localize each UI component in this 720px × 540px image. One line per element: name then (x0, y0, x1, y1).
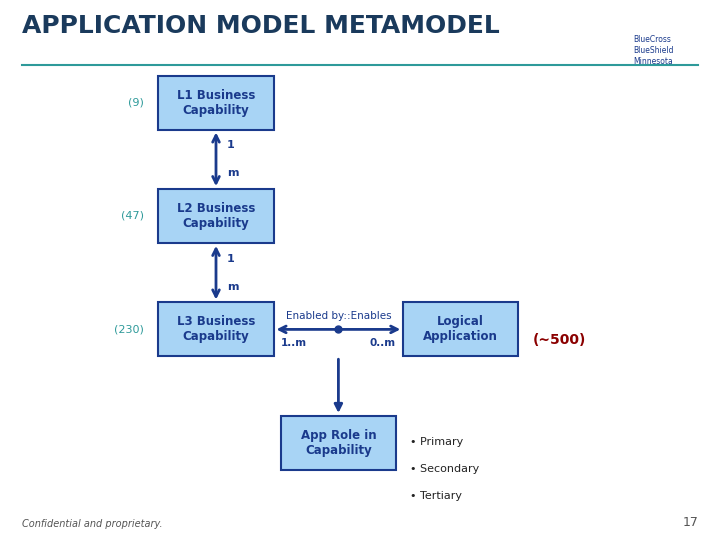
Text: m: m (227, 168, 238, 178)
Text: m: m (227, 281, 238, 292)
Text: (230): (230) (114, 325, 144, 334)
FancyBboxPatch shape (281, 416, 396, 470)
FancyBboxPatch shape (158, 76, 274, 130)
Text: • Primary: • Primary (410, 437, 464, 448)
Text: 1: 1 (227, 140, 235, 151)
Text: App Role in
Capability: App Role in Capability (300, 429, 377, 457)
Text: Logical
Application: Logical Application (423, 315, 498, 343)
Text: BlueCross
BlueShield
Minnesota: BlueCross BlueShield Minnesota (634, 35, 674, 66)
Text: L2 Business
Capability: L2 Business Capability (177, 202, 255, 230)
Text: 1..m: 1..m (281, 338, 307, 348)
Text: Enabled by::Enables: Enabled by::Enables (286, 311, 391, 321)
Text: • Tertiary: • Tertiary (410, 491, 462, 502)
FancyBboxPatch shape (403, 302, 518, 356)
FancyBboxPatch shape (158, 189, 274, 243)
Text: 17: 17 (683, 516, 698, 529)
Text: • Secondary: • Secondary (410, 464, 480, 475)
Text: L1 Business
Capability: L1 Business Capability (177, 89, 255, 117)
FancyBboxPatch shape (158, 302, 274, 356)
Text: (9): (9) (128, 98, 144, 107)
Text: (~500): (~500) (533, 333, 586, 347)
Text: (47): (47) (121, 211, 144, 221)
Text: 0..m: 0..m (370, 338, 396, 348)
Text: L3 Business
Capability: L3 Business Capability (177, 315, 255, 343)
Text: 1: 1 (227, 254, 235, 264)
Text: APPLICATION MODEL METAMODEL: APPLICATION MODEL METAMODEL (22, 14, 500, 38)
Text: Confidential and proprietary.: Confidential and proprietary. (22, 519, 162, 529)
